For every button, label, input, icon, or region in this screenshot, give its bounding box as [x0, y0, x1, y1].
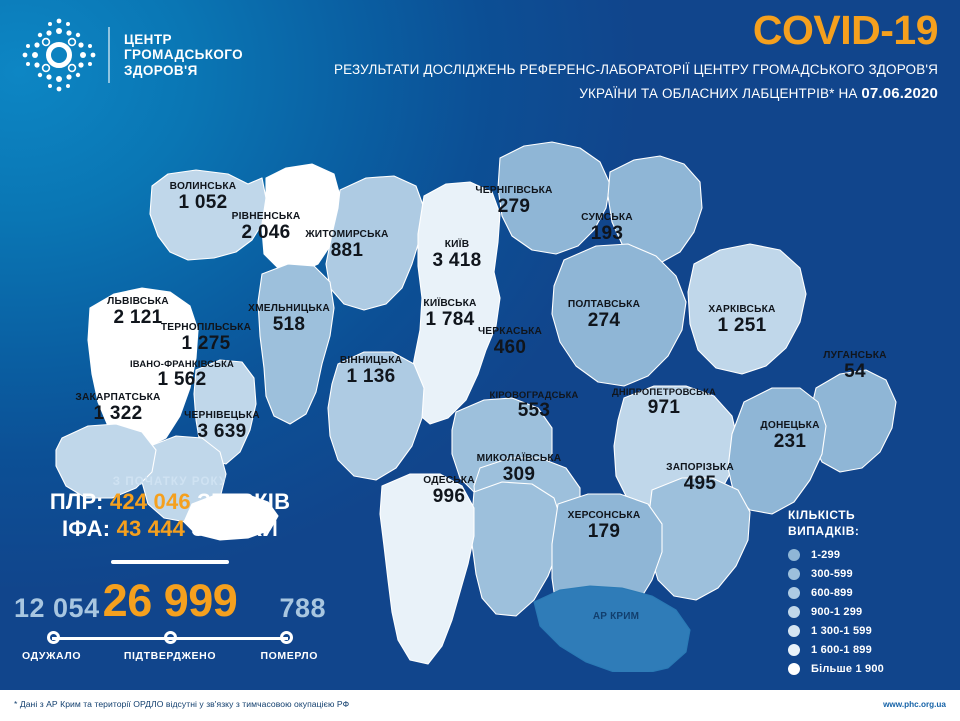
legend-item-label: 1 600-1 899 — [811, 643, 872, 656]
confirmed-label: ПІДТВЕРДЖЕНО — [123, 650, 217, 662]
confirmed-value: 26 999 — [102, 575, 238, 626]
map-region-sumy[interactable] — [607, 155, 703, 263]
map-region-ternopil[interactable] — [193, 359, 257, 465]
logo-divider — [108, 27, 110, 83]
map-region-lviv[interactable] — [87, 287, 199, 449]
ifa-label: ІФА: — [61, 516, 117, 541]
legend-swatch-icon — [788, 567, 800, 580]
map-region-kyiv_obl[interactable] — [409, 181, 501, 425]
org-line-2: ГРОМАДСЬКОГО — [124, 47, 244, 63]
recovered-label: ОДУЖАЛО — [22, 650, 82, 662]
organization-name: ЦЕНТР ГРОМАДСЬКОГО ЗДОРОВ'Я — [124, 32, 243, 79]
map-region-odesa[interactable] — [379, 473, 475, 665]
legend-swatch-icon — [788, 662, 800, 675]
map-legend: КІЛЬКІСТЬ ВИПАДКІВ: 1-299 300-599 600-899 9… — [788, 507, 938, 678]
map-region-crimea[interactable] — [533, 585, 691, 672]
legend-item-label: 1 300-1 599 — [811, 624, 872, 637]
footer-url[interactable]: www.phc.org.ua — [883, 700, 946, 709]
legend-item: 300-599 — [788, 564, 938, 583]
legend-item-label: Більше 1 900 — [811, 662, 884, 675]
map-region-zaporizhzhia[interactable] — [647, 477, 751, 601]
stat-track — [0, 630, 340, 646]
map-region-volyn[interactable] — [149, 169, 267, 261]
legend-item: 1 300-1 599 — [788, 621, 938, 640]
headline-numbers: 12 054 26 999 788 — [0, 575, 340, 626]
map-region-poltava[interactable] — [551, 243, 687, 387]
stat-track-labels: ОДУЖАЛО ПІДТВЕРДЖЕНО ПОМЕРЛО — [0, 650, 340, 666]
legend-items: 1-299 300-599 600-899 900-1 299 1 300-1 599 1… — [788, 545, 938, 678]
pcr-unit: ЗРАЗКІВ — [190, 489, 291, 514]
summary-statistics: З ПОЧАТКУ РОКУ ПЛР: 424 046 ЗРАЗКІВ ІФА:… — [0, 476, 340, 666]
map-region-khmelnytsky[interactable] — [257, 263, 335, 425]
ifa-unit: ЗРАЗКИ — [185, 516, 279, 541]
legend-item: 1-299 — [788, 545, 938, 564]
legend-item-label: 600-899 — [811, 586, 853, 599]
map-region-kharkiv[interactable] — [687, 243, 807, 375]
map-region-zakarpattia[interactable] — [55, 423, 157, 499]
map-region-rivne[interactable] — [261, 163, 341, 273]
legend-item: 600-899 — [788, 583, 938, 602]
report-date: 07.06.2020 — [861, 85, 938, 102]
map-region-mykolaiv[interactable] — [471, 481, 563, 617]
legend-item: Більше 1 900 — [788, 659, 938, 678]
track-knob-recovered — [47, 631, 60, 644]
legend-swatch-icon — [788, 643, 800, 656]
map-svg — [55, 141, 897, 672]
org-line-3: ЗДОРОВ'Я — [124, 62, 198, 78]
died-label: ПОМЕРЛО — [260, 650, 318, 662]
subtitle-line-1: РЕЗУЛЬТАТИ ДОСЛІДЖЕНЬ РЕФЕРЕНС-ЛАБОРАТОР… — [334, 62, 938, 77]
footer-bar: * Дані з АР Крим та території ОРДЛО відс… — [0, 690, 960, 721]
legend-swatch-icon — [788, 624, 800, 637]
recovered-value: 12 054 — [14, 593, 100, 623]
since-year-label: З ПОЧАТКУ РОКУ — [112, 476, 228, 488]
track-knob-died — [280, 631, 293, 644]
died-value: 788 — [279, 593, 326, 623]
page-title: COVID-19 — [752, 7, 939, 53]
legend-item: 1 600-1 899 — [788, 640, 938, 659]
org-line-1: ЦЕНТР — [124, 31, 172, 47]
phc-logo-icon — [22, 18, 96, 92]
pcr-value: 424 046 — [109, 489, 191, 514]
header: ЦЕНТР ГРОМАДСЬКОГО ЗДОРОВ'Я COVID-19 РЕЗ… — [0, 0, 960, 118]
section-divider — [111, 560, 229, 564]
map-region-chernivtsi[interactable] — [183, 493, 279, 541]
legend-title-line-1: КІЛЬКІСТЬ — [788, 508, 856, 522]
legend-swatch-icon — [788, 586, 800, 599]
map-region-donetsk[interactable] — [727, 387, 827, 515]
track-knob-confirmed — [163, 631, 177, 644]
map-region-vinnytsia[interactable] — [327, 351, 425, 481]
footer-note: * Дані з АР Крим та території ОРДЛО відс… — [14, 699, 350, 709]
subtitle-line-2: УКРАЇНИ ТА ОБЛАСНИХ ЛАБЦЕНТРІВ* НА 07.06… — [579, 86, 938, 102]
subtitle-line-2-text: УКРАЇНИ ТА ОБЛАСНИХ ЛАБЦЕНТРІВ* НА — [579, 86, 862, 101]
pcr-row: ПЛР: 424 046 ЗРАЗКІВ — [0, 488, 340, 515]
organization-logo: ЦЕНТР ГРОМАДСЬКОГО ЗДОРОВ'Я — [16, 16, 296, 94]
legend-title-line-2: ВИПАДКІВ: — [788, 524, 860, 538]
legend-item-label: 1-299 — [811, 548, 841, 561]
legend-swatch-icon — [788, 548, 800, 561]
pcr-label: ПЛР: — [49, 489, 110, 514]
map-region-zhytomyr[interactable] — [325, 175, 425, 311]
legend-item: 900-1 299 — [788, 602, 938, 621]
ifa-row: ІФА: 43 444 ЗРАЗКИ — [0, 515, 340, 542]
legend-swatch-icon — [788, 605, 800, 618]
legend-item-label: 900-1 299 — [811, 605, 863, 618]
ifa-value: 43 444 — [116, 516, 186, 541]
legend-item-label: 300-599 — [811, 567, 853, 580]
map-region-chernihiv[interactable] — [497, 141, 611, 255]
